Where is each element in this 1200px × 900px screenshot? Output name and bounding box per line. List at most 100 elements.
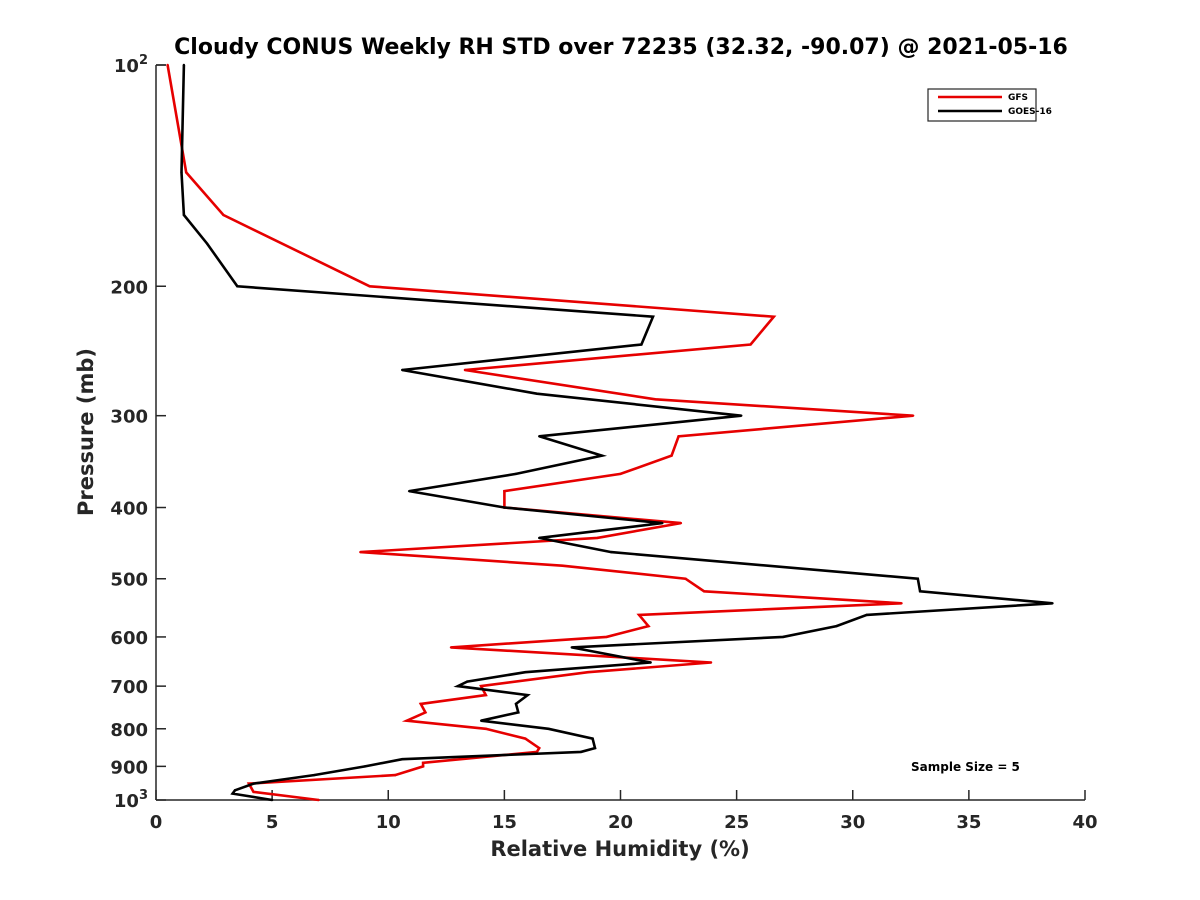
data-point-gfs — [684, 577, 687, 580]
data-point-goes16 — [547, 727, 550, 730]
data-point-gfs — [900, 602, 903, 605]
data-point-gfs — [421, 761, 425, 765]
data-point-goes16 — [526, 693, 529, 697]
y-tick-label: 900 — [110, 757, 148, 778]
data-point-goes16 — [517, 711, 520, 714]
data-point-goes16 — [538, 536, 541, 540]
data-point-gfs — [647, 624, 650, 628]
x-tick-label: 25 — [724, 812, 749, 833]
y-tick-label: 400 — [110, 499, 148, 520]
x-tick-label: 40 — [1072, 812, 1097, 833]
data-point-gfs — [317, 798, 320, 802]
data-point-gfs — [359, 550, 362, 554]
x-tick-label: 35 — [956, 812, 981, 833]
data-point-goes16 — [535, 392, 539, 395]
data-point-goes16 — [400, 757, 404, 761]
data-point-goes16 — [649, 661, 652, 664]
x-tick-label: 0 — [150, 812, 163, 833]
legend-label-goes16: GOES-16 — [1008, 107, 1052, 117]
data-point-gfs — [538, 746, 541, 750]
y-tick-label: 102 — [114, 53, 148, 77]
x-ticks: 0 5 10 15 20 25 30 35 40 — [150, 790, 1098, 833]
data-point-goes16 — [661, 521, 664, 525]
x-axis-label: Relative Humidity (%) — [490, 837, 749, 861]
data-point-gfs — [605, 635, 608, 639]
data-point-goes16 — [407, 489, 411, 493]
data-point-goes16 — [180, 171, 183, 174]
data-point-gfs — [405, 719, 409, 722]
data-point-gfs — [368, 285, 371, 288]
data-point-goes16 — [916, 577, 919, 580]
data-point-gfs — [586, 670, 590, 674]
data-point-gfs — [709, 661, 713, 664]
data-point-goes16 — [236, 285, 239, 288]
data-point-gfs — [222, 213, 225, 217]
x-tick-label: 15 — [492, 812, 517, 833]
data-point-gfs — [702, 590, 706, 593]
data-point-goes16 — [252, 782, 255, 785]
y-tick-label: 700 — [110, 677, 148, 698]
y-tick-label: 800 — [110, 720, 148, 741]
sample-size-annotation: Sample Size = 5 — [911, 760, 1020, 774]
data-point-goes16 — [400, 368, 404, 372]
x-tick-label: 20 — [608, 812, 633, 833]
data-point-goes16 — [363, 765, 367, 768]
series-line-gfs — [166, 64, 914, 802]
legend-label-gfs: GFS — [1008, 93, 1028, 103]
y-ticks: 102 200 300 400 500 600 700 800 900 103 — [110, 53, 166, 812]
data-point-gfs — [524, 737, 527, 740]
chart-title: Cloudy CONUS Weekly RH STD over 72235 (3… — [174, 35, 1068, 60]
y-axis-label: Pressure (mb) — [74, 348, 98, 516]
data-point-gfs — [394, 773, 397, 777]
axes — [155, 64, 1085, 801]
series-line-goes16 — [180, 64, 1053, 802]
data-point-goes16 — [918, 590, 922, 593]
data-point-goes16 — [205, 242, 209, 245]
data-point-goes16 — [538, 435, 541, 438]
data-point-gfs — [463, 368, 467, 372]
x-tick-label: 30 — [840, 812, 865, 833]
data-point-gfs — [421, 765, 425, 768]
x-tick-label: 5 — [266, 812, 279, 833]
data-point-gfs — [419, 702, 422, 706]
series-group — [166, 63, 1054, 802]
x-tick-label: 10 — [376, 812, 401, 833]
data-point-goes16 — [740, 414, 743, 417]
data-point-goes16 — [182, 213, 186, 217]
data-point-gfs — [561, 564, 564, 567]
data-point-goes16 — [781, 635, 785, 639]
data-point-gfs — [596, 536, 599, 540]
data-point-goes16 — [270, 798, 274, 802]
data-point-goes16 — [579, 750, 583, 754]
legend: GFS GOES-16 — [927, 88, 1052, 122]
data-point-goes16 — [456, 684, 460, 688]
data-point-goes16 — [524, 670, 527, 674]
data-point-goes16 — [514, 472, 518, 476]
y-tick-label: 200 — [110, 277, 148, 298]
data-point-gfs — [184, 171, 188, 174]
data-point-goes16 — [233, 789, 237, 792]
data-point-goes16 — [514, 702, 518, 706]
data-point-gfs — [677, 435, 680, 438]
data-point-gfs — [911, 414, 915, 417]
data-point-goes16 — [610, 550, 613, 554]
data-point-goes16 — [231, 792, 234, 795]
y-tick-label: 300 — [110, 407, 148, 428]
data-point-gfs — [484, 693, 487, 697]
data-point-gfs — [749, 343, 752, 346]
data-point-gfs — [252, 790, 255, 794]
data-point-gfs — [637, 613, 641, 617]
data-point-goes16 — [865, 613, 868, 617]
data-point-goes16 — [312, 773, 316, 777]
legend-box — [927, 88, 1037, 122]
y-tick-label: 103 — [114, 788, 148, 812]
y-tick-label: 500 — [110, 570, 148, 591]
data-point-gfs — [772, 315, 775, 318]
data-point-gfs — [484, 727, 487, 730]
data-point-gfs — [503, 489, 506, 493]
data-point-gfs — [166, 63, 169, 67]
data-point-goes16 — [479, 719, 483, 722]
data-point-goes16 — [835, 624, 838, 628]
data-point-goes16 — [640, 343, 643, 346]
